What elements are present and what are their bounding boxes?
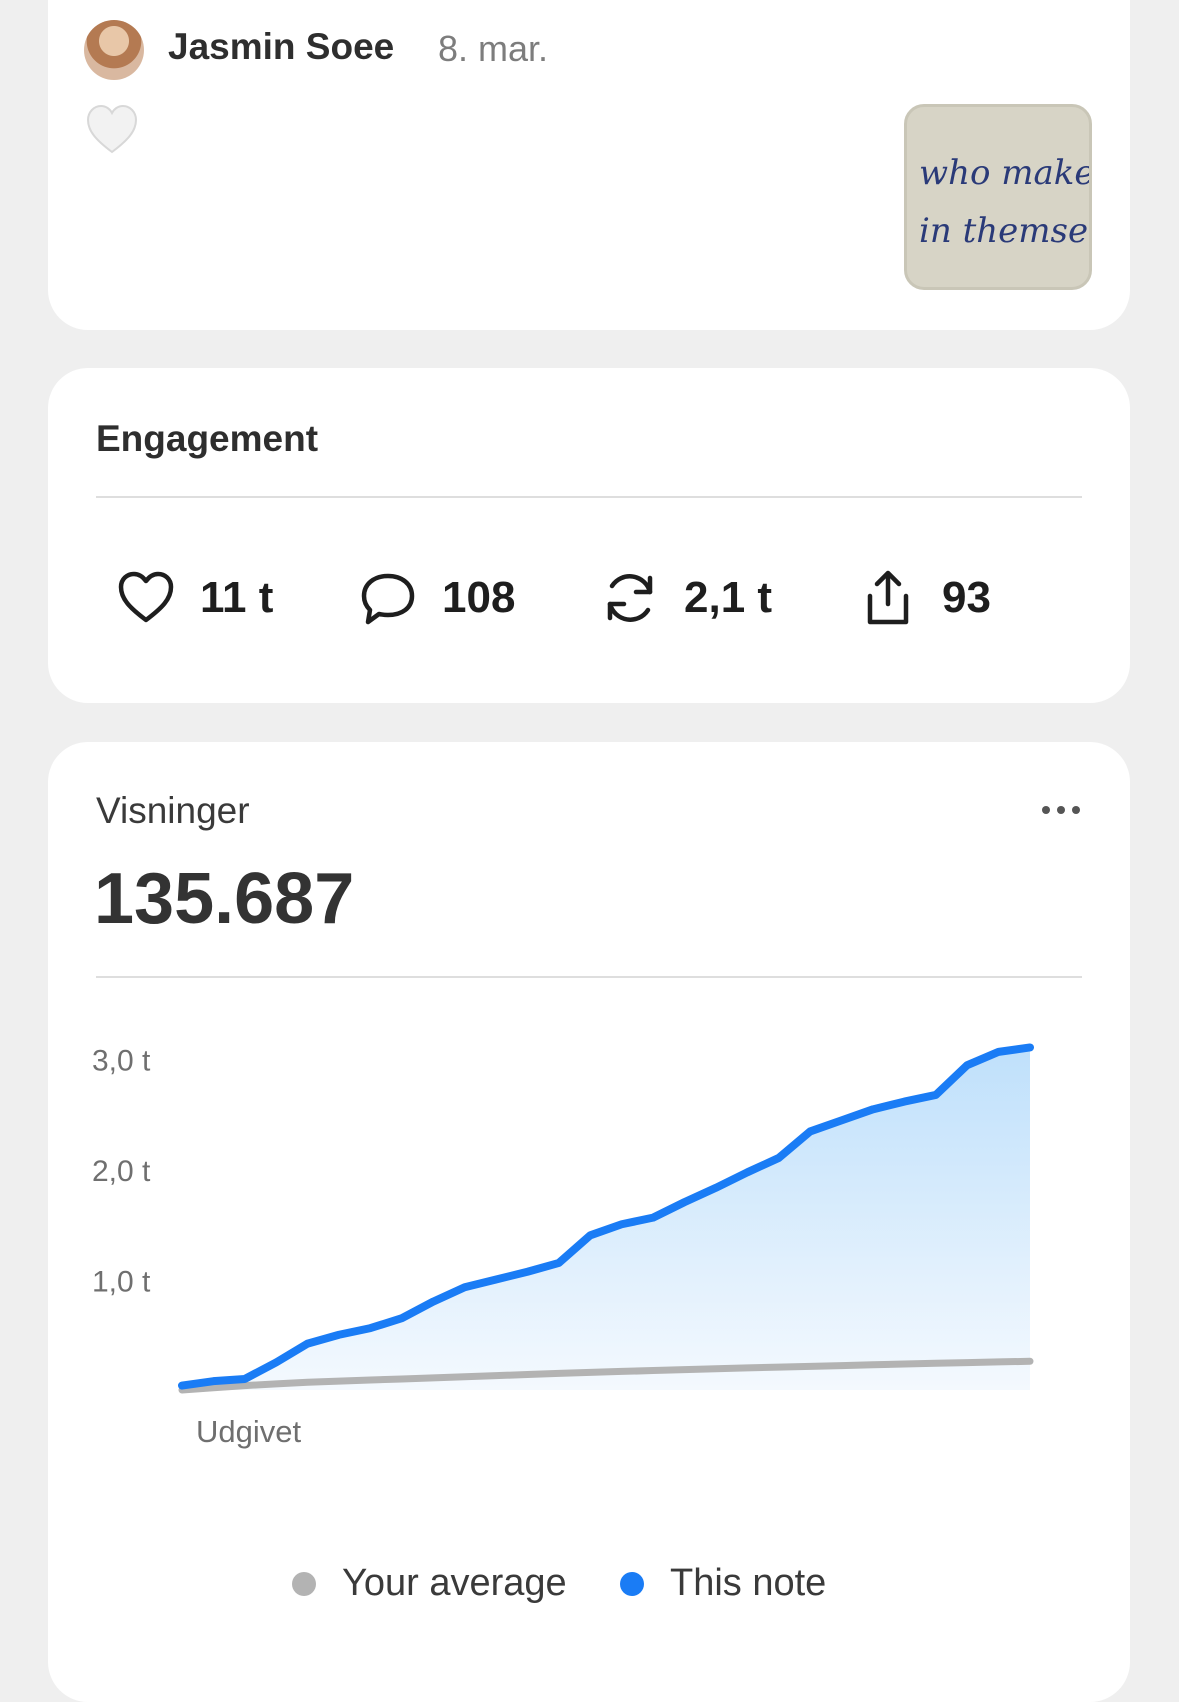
author-name[interactable]: Jasmin Soee — [168, 26, 395, 67]
note-image-thumbnail[interactable]: who makes in themselv — [904, 104, 1092, 290]
legend-dot-icon — [292, 1571, 316, 1596]
reposts-stat[interactable]: 2,1 t — [600, 566, 772, 630]
comments-count: 108 — [442, 573, 516, 622]
comment-icon — [361, 573, 415, 625]
views-chart: 3,0 t 2,0 t 1,0 t Udgivet — [92, 1043, 1034, 1449]
thumbnail-text: in themselv — [919, 211, 1089, 251]
white-heart-icon[interactable] — [84, 102, 140, 158]
reposts-count: 2,1 t — [684, 573, 773, 622]
thumbnail-text: who makes — [919, 153, 1089, 193]
x-start-label: Udgivet — [196, 1414, 301, 1449]
legend-this-note: This note — [620, 1562, 826, 1605]
this-note-area — [182, 1047, 1030, 1390]
share-icon — [867, 570, 909, 625]
shares-stat[interactable]: 93 — [858, 566, 991, 630]
more-options-icon[interactable] — [1040, 800, 1082, 820]
views-label: Visninger — [96, 790, 250, 831]
y-tick-label: 1,0 t — [92, 1266, 151, 1299]
engagement-card: Engagement 11 t 108 2,1 t 93 — [48, 368, 1130, 703]
this-note-line — [178, 1043, 1034, 1390]
your-average-line — [178, 1357, 1034, 1394]
legend-dot-icon — [620, 1571, 644, 1596]
divider — [96, 976, 1082, 978]
divider — [96, 496, 1082, 498]
post-card[interactable]: Jasmin Soee 8. mar. who makes in themsel… — [48, 0, 1130, 330]
likes-stat[interactable]: 11 t — [116, 566, 273, 630]
legend-label: Your average — [342, 1562, 567, 1604]
likes-count: 11 t — [200, 573, 274, 622]
avatar[interactable] — [84, 20, 144, 80]
comments-stat[interactable]: 108 — [358, 566, 515, 630]
post-date: 8. mar. — [438, 28, 549, 69]
engagement-title: Engagement — [96, 418, 319, 459]
repost-icon — [607, 574, 653, 622]
legend-your-average: Your average — [292, 1562, 567, 1605]
views-total: 135.687 — [94, 859, 355, 939]
legend-label: This note — [670, 1562, 827, 1604]
heart-outline-icon — [118, 571, 174, 623]
shares-count: 93 — [942, 573, 991, 622]
views-card: Visninger 135.687 3,0 t 2,0 t 1,0 t Udgivet… — [48, 742, 1130, 1702]
y-tick-label: 2,0 t — [92, 1155, 151, 1188]
y-tick-label: 3,0 t — [92, 1045, 151, 1078]
